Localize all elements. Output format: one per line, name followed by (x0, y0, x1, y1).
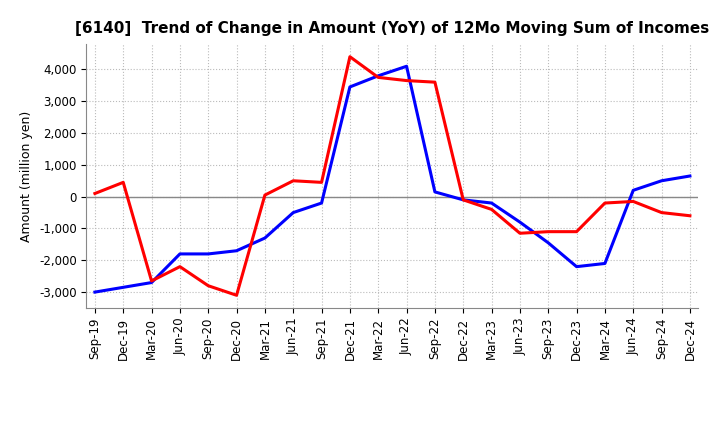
Net Income (148, 279, 156, 284)
Net Income (459, 197, 467, 202)
Net Income (318, 180, 326, 185)
Ordinary Income (176, 251, 184, 257)
Net Income (629, 199, 637, 204)
Ordinary Income (318, 200, 326, 205)
Net Income (91, 191, 99, 196)
Net Income (374, 75, 382, 80)
Net Income (487, 207, 496, 212)
Net Income (402, 78, 411, 83)
Ordinary Income (657, 178, 666, 183)
Ordinary Income (431, 189, 439, 194)
Net Income (289, 178, 297, 183)
Ordinary Income (544, 240, 552, 246)
Net Income (685, 213, 694, 218)
Ordinary Income (289, 210, 297, 215)
Ordinary Income (91, 290, 99, 295)
Net Income (544, 229, 552, 235)
Ordinary Income (402, 64, 411, 69)
Ordinary Income (119, 285, 127, 290)
Title: [6140]  Trend of Change in Amount (YoY) of 12Mo Moving Sum of Incomes: [6140] Trend of Change in Amount (YoY) o… (76, 21, 709, 36)
Net Income (261, 192, 269, 198)
Net Income (431, 80, 439, 85)
Net Income (572, 229, 581, 235)
Ordinary Income (374, 73, 382, 78)
Ordinary Income (148, 280, 156, 285)
Net Income (516, 231, 524, 236)
Ordinary Income (204, 251, 212, 257)
Net Income (119, 180, 127, 185)
Net Income (600, 200, 609, 205)
Ordinary Income (629, 188, 637, 193)
Net Income (233, 293, 241, 298)
Ordinary Income (233, 248, 241, 253)
Ordinary Income (346, 84, 354, 90)
Ordinary Income (459, 197, 467, 202)
Net Income (346, 54, 354, 59)
Ordinary Income (261, 235, 269, 241)
Net Income (176, 264, 184, 269)
Ordinary Income (685, 173, 694, 179)
Ordinary Income (487, 200, 496, 205)
Line: Ordinary Income: Ordinary Income (95, 66, 690, 292)
Net Income (204, 283, 212, 288)
Ordinary Income (516, 220, 524, 225)
Net Income (657, 210, 666, 215)
Ordinary Income (572, 264, 581, 269)
Ordinary Income (600, 261, 609, 266)
Line: Net Income: Net Income (95, 57, 690, 295)
Y-axis label: Amount (million yen): Amount (million yen) (20, 110, 33, 242)
